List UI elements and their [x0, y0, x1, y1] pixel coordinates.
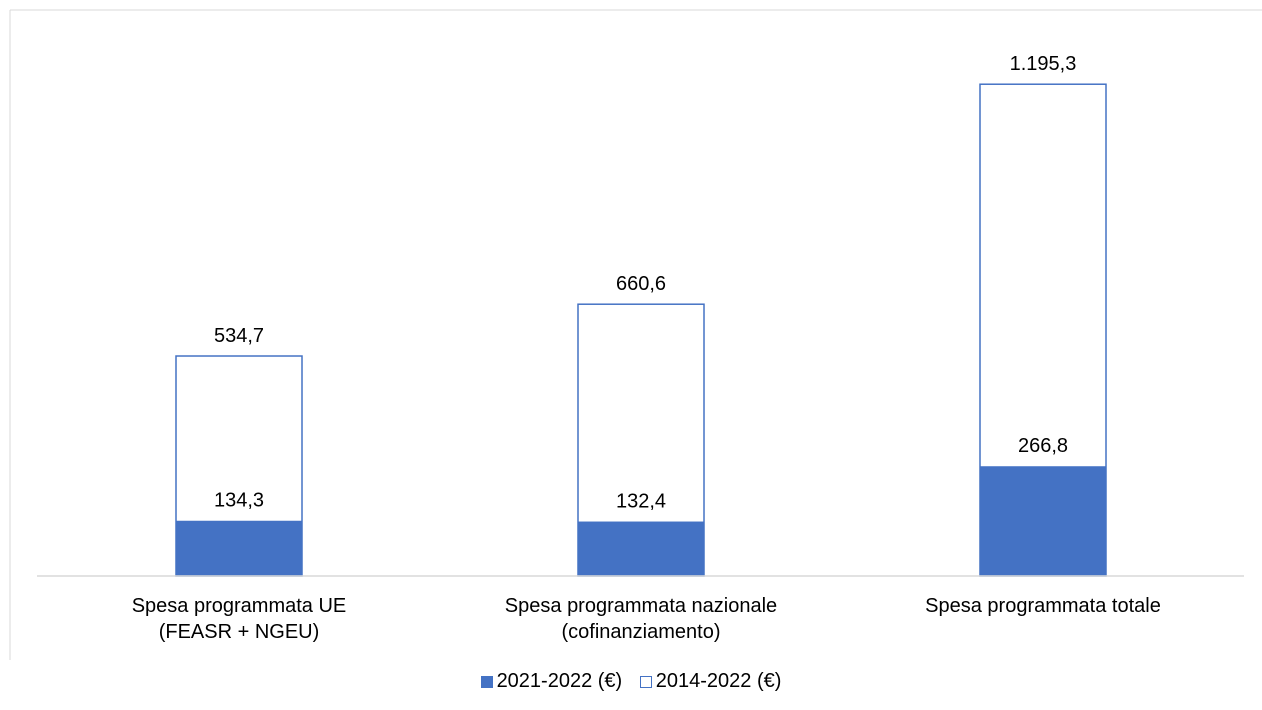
legend-swatch-filled: [480, 675, 493, 688]
category-label-3-line-1: Spesa programmata totale: [925, 595, 1161, 617]
bar-2021-2022-1: [176, 520, 302, 576]
bar-2021-2022-2: [578, 521, 704, 576]
category-label-2-line-2: (cofinanziamento): [562, 621, 721, 643]
data-label-2014-2022-3: 1.195,3: [1010, 53, 1077, 75]
data-label-2014-2022-2: 660,6: [616, 273, 666, 295]
legend-label-filled: 2021-2022 (€): [496, 670, 623, 692]
data-labels: 534,7 134,3 660,6 132,4 1.195,3 266,8: [214, 53, 1076, 512]
series-2021-2022-bars: [176, 466, 1106, 576]
category-label-1: Spesa programmata UE (FEASR + NGEU): [132, 595, 347, 643]
category-label-1-line-2: (FEASR + NGEU): [159, 621, 320, 643]
category-label-2-line-1: Spesa programmata nazionale: [505, 595, 777, 617]
category-label-1-line-1: Spesa programmata UE: [132, 595, 347, 617]
legend: 2021-2022 (€) 2014-2022 (€): [0, 670, 1262, 694]
bar-2021-2022-3: [980, 466, 1106, 576]
data-label-2021-2022-1: 134,3: [214, 490, 264, 512]
category-labels: Spesa programmata UE (FEASR + NGEU)Spesa …: [132, 595, 1161, 643]
category-label-2: Spesa programmata nazionale (cofinanziame…: [505, 595, 777, 643]
data-label-2021-2022-3: 266,8: [1018, 435, 1068, 457]
data-label-2021-2022-2: 132,4: [616, 491, 666, 513]
legend-item-outline: 2014-2022 (€): [639, 670, 782, 693]
legend-swatch-outline: [639, 675, 652, 688]
data-label-2014-2022-1: 534,7: [214, 325, 264, 347]
legend-label-outline: 2014-2022 (€): [655, 670, 782, 692]
bar-chart: 534,7 134,3 660,6 132,4 1.195,3 266,8 Spesa p…: [9, 9, 1262, 710]
legend-item-filled: 2021-2022 (€): [480, 670, 623, 693]
category-label-3: Spesa programmata totale: [925, 595, 1161, 617]
